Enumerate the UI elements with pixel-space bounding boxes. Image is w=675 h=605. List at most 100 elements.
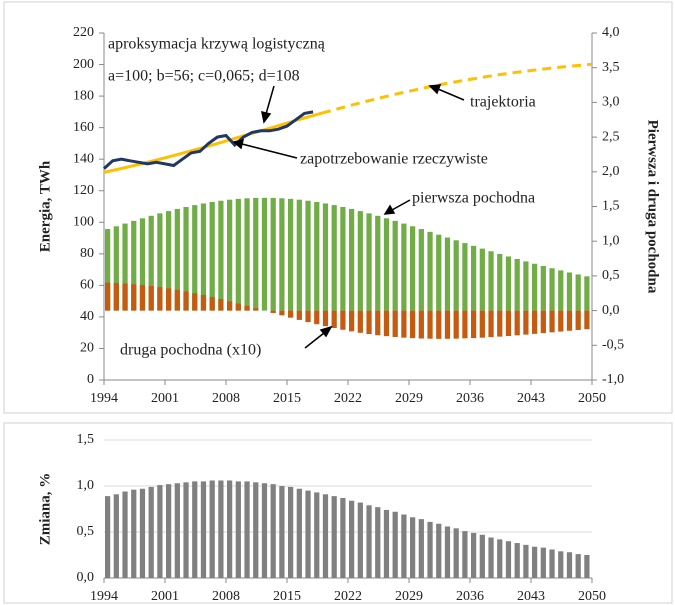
x-tick-label: 2050 (578, 391, 606, 406)
bar (192, 293, 198, 311)
bar (436, 234, 442, 311)
bar (227, 480, 233, 578)
plots: 0 20 40 60 80 100 120 140 160 180 200 220 -1,0 -0,5 0,… (37, 25, 660, 604)
bar (453, 310, 459, 339)
bar (453, 240, 459, 311)
y-tick-label: 180 (73, 88, 94, 103)
bar (497, 310, 503, 337)
bar (131, 220, 137, 311)
bar (514, 310, 520, 336)
x-tick-label: 2001 (151, 589, 179, 604)
bar (314, 492, 320, 578)
bar (566, 310, 573, 331)
bar (192, 205, 198, 311)
y-tick-label: 40 (80, 309, 94, 324)
bar (183, 206, 189, 311)
bar (122, 283, 128, 311)
x-tick-label: 2001 (151, 391, 179, 406)
x-tick-label: 2022 (334, 391, 362, 406)
bar (148, 215, 154, 311)
top-panel-frame (3, 1, 673, 414)
bar (174, 208, 180, 311)
bar (514, 258, 520, 311)
bar (244, 305, 250, 311)
bar (139, 218, 146, 311)
bar (166, 484, 172, 578)
bar (479, 310, 485, 338)
bar (139, 488, 146, 578)
y-tick-label: 20 (80, 341, 94, 356)
bar (279, 486, 285, 578)
bar (497, 253, 503, 311)
bar (183, 482, 189, 578)
x-tick-label: 2036 (456, 589, 484, 604)
x-tick-label: 2050 (578, 589, 606, 604)
bar (288, 198, 294, 311)
bar (540, 547, 546, 578)
bar (479, 248, 485, 311)
bar (471, 532, 477, 578)
bar (566, 272, 573, 311)
bar (444, 237, 451, 311)
y-tick-label: 0 (87, 372, 94, 387)
bar (235, 198, 241, 311)
x-tick-label: 2015 (273, 589, 301, 604)
y-tick-label: 60 (80, 278, 94, 293)
y-tick-label: 80 (80, 246, 94, 261)
bar (584, 555, 590, 578)
annotation: a=100; b=56; c=0,065; d=108 (108, 68, 300, 85)
x-tick-label: 2008 (212, 589, 240, 604)
y2-tick-label: 1,5 (602, 199, 620, 214)
bar (418, 519, 424, 578)
bar (471, 245, 477, 311)
x-tick-label: 2022 (334, 589, 362, 604)
y-tick-label: 1,0 (77, 478, 95, 493)
bar (340, 497, 346, 578)
bar (279, 310, 285, 316)
bar (540, 310, 546, 334)
bar (349, 310, 355, 332)
bar (148, 286, 154, 311)
bar (436, 523, 442, 578)
bar (331, 310, 337, 329)
x-tick-label: 2015 (273, 391, 301, 406)
bar (392, 511, 398, 578)
y-tick-label: 160 (73, 120, 94, 135)
x-tick-label: 2029 (395, 589, 423, 604)
annotation: aproksymacja krzywą logistyczną (108, 36, 326, 53)
bar (462, 243, 468, 311)
bar (227, 199, 233, 311)
bar (418, 229, 424, 311)
bar (261, 483, 268, 578)
y2-tick-label: 1,0 (602, 233, 620, 248)
bar (157, 213, 163, 311)
bar (505, 310, 512, 337)
bar (157, 287, 163, 311)
bar (383, 509, 390, 578)
bar (401, 223, 407, 311)
y2-tick-label: 2,5 (602, 129, 620, 144)
bar (296, 199, 302, 311)
bar (357, 310, 363, 333)
bar (122, 223, 128, 311)
bar (209, 480, 215, 578)
bar (392, 220, 398, 311)
bar (488, 310, 494, 338)
y-tick-label: 0,0 (77, 570, 95, 585)
bar (453, 528, 459, 578)
bar (427, 521, 433, 578)
y-axis-title: Zmiana, % (37, 473, 53, 546)
bar (253, 308, 259, 311)
bar (113, 283, 119, 311)
bar (427, 310, 433, 339)
bar (575, 274, 581, 311)
y2-tick-label: -0,5 (602, 338, 624, 353)
arrow (437, 88, 465, 101)
bar (105, 496, 111, 578)
bar (584, 310, 590, 330)
line (321, 62, 593, 115)
bar (244, 481, 250, 578)
series-label: trajektoria (470, 94, 536, 111)
bar (357, 502, 363, 578)
